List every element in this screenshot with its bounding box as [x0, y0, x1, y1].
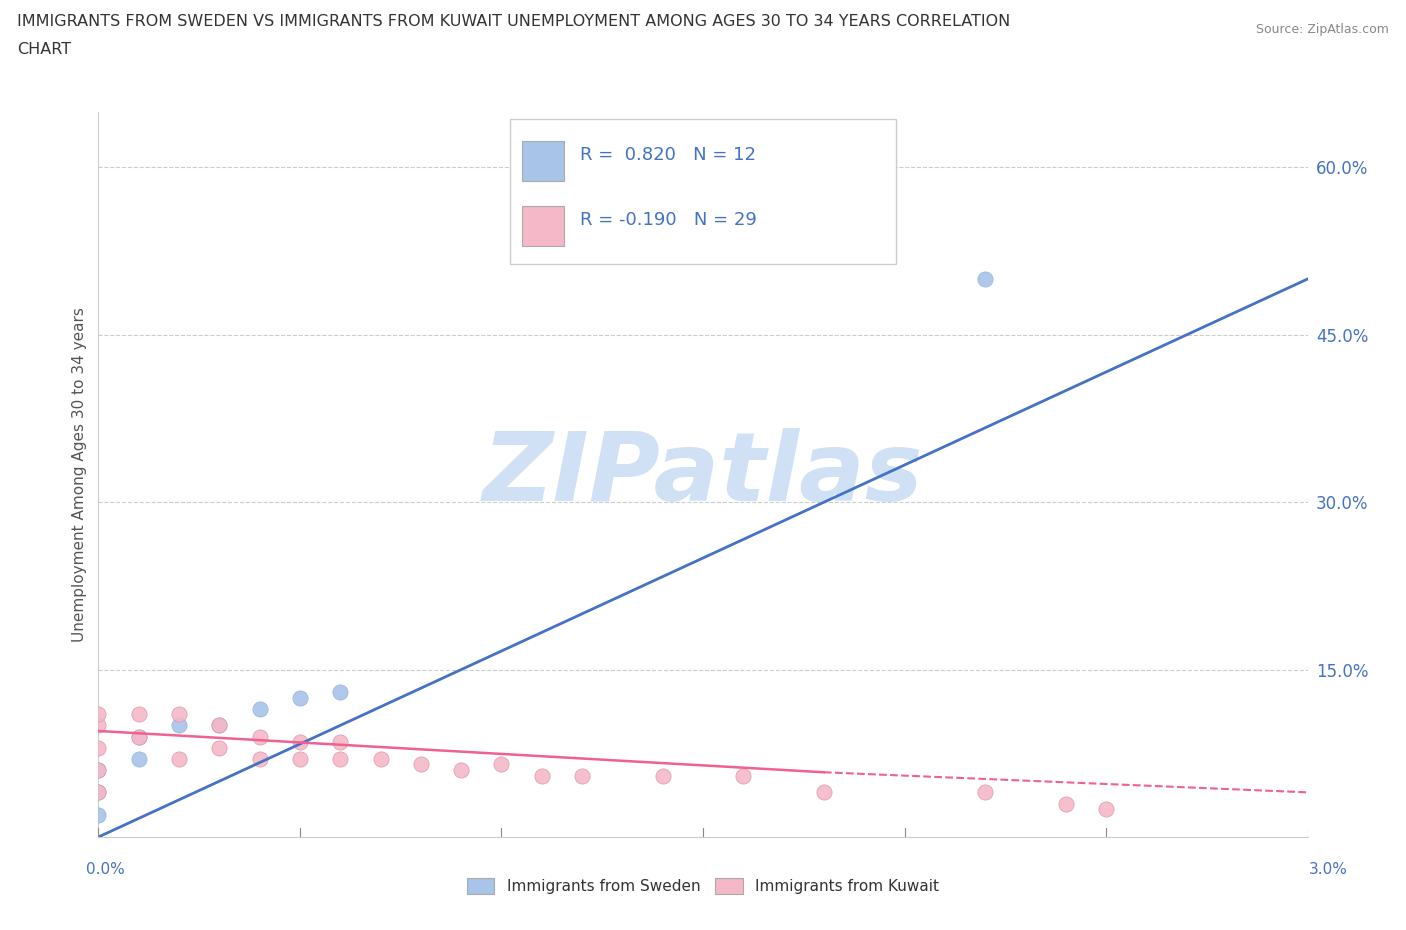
Point	[87, 785, 110, 800]
Point	[288, 690, 311, 705]
Point	[370, 751, 392, 766]
Point	[128, 729, 150, 744]
Point	[208, 740, 231, 755]
Bar	[522, 140, 564, 180]
Text: CHART: CHART	[17, 42, 70, 57]
Point	[974, 272, 997, 286]
Point	[249, 701, 271, 716]
Point	[167, 751, 190, 766]
Legend: Immigrants from Sweden, Immigrants from Kuwait: Immigrants from Sweden, Immigrants from …	[460, 870, 946, 902]
Point	[87, 807, 110, 822]
Point	[288, 735, 311, 750]
Point	[87, 763, 110, 777]
Text: R = -0.190   N = 29: R = -0.190 N = 29	[579, 211, 756, 230]
Point	[530, 768, 553, 783]
Point	[450, 763, 472, 777]
Point	[409, 757, 432, 772]
Point	[87, 763, 110, 777]
Point	[128, 729, 150, 744]
Point	[128, 751, 150, 766]
Point	[1095, 802, 1118, 817]
Point	[167, 718, 190, 733]
Point	[87, 785, 110, 800]
Point	[813, 138, 835, 153]
Text: IMMIGRANTS FROM SWEDEN VS IMMIGRANTS FROM KUWAIT UNEMPLOYMENT AMONG AGES 30 TO 3: IMMIGRANTS FROM SWEDEN VS IMMIGRANTS FRO…	[17, 14, 1010, 29]
Point	[87, 718, 110, 733]
Text: 0.0%: 0.0%	[86, 862, 125, 877]
Point	[167, 707, 190, 722]
Point	[249, 751, 271, 766]
Text: Source: ZipAtlas.com: Source: ZipAtlas.com	[1256, 23, 1389, 36]
Point	[571, 768, 593, 783]
Point	[329, 751, 352, 766]
Point	[813, 785, 835, 800]
Point	[733, 768, 755, 783]
Point	[651, 768, 673, 783]
Point	[128, 707, 150, 722]
Point	[249, 729, 271, 744]
Point	[1054, 796, 1077, 811]
FancyBboxPatch shape	[509, 119, 897, 264]
Point	[87, 740, 110, 755]
Point	[329, 684, 352, 699]
Point	[87, 707, 110, 722]
Text: ZIPatlas: ZIPatlas	[482, 428, 924, 521]
Point	[208, 718, 231, 733]
Point	[491, 757, 513, 772]
Point	[288, 751, 311, 766]
Point	[208, 718, 231, 733]
Point	[974, 785, 997, 800]
Text: R =  0.820   N = 12: R = 0.820 N = 12	[579, 146, 755, 164]
Y-axis label: Unemployment Among Ages 30 to 34 years: Unemployment Among Ages 30 to 34 years	[72, 307, 87, 642]
Text: 3.0%: 3.0%	[1309, 862, 1348, 877]
Bar	[522, 206, 564, 246]
Point	[329, 735, 352, 750]
